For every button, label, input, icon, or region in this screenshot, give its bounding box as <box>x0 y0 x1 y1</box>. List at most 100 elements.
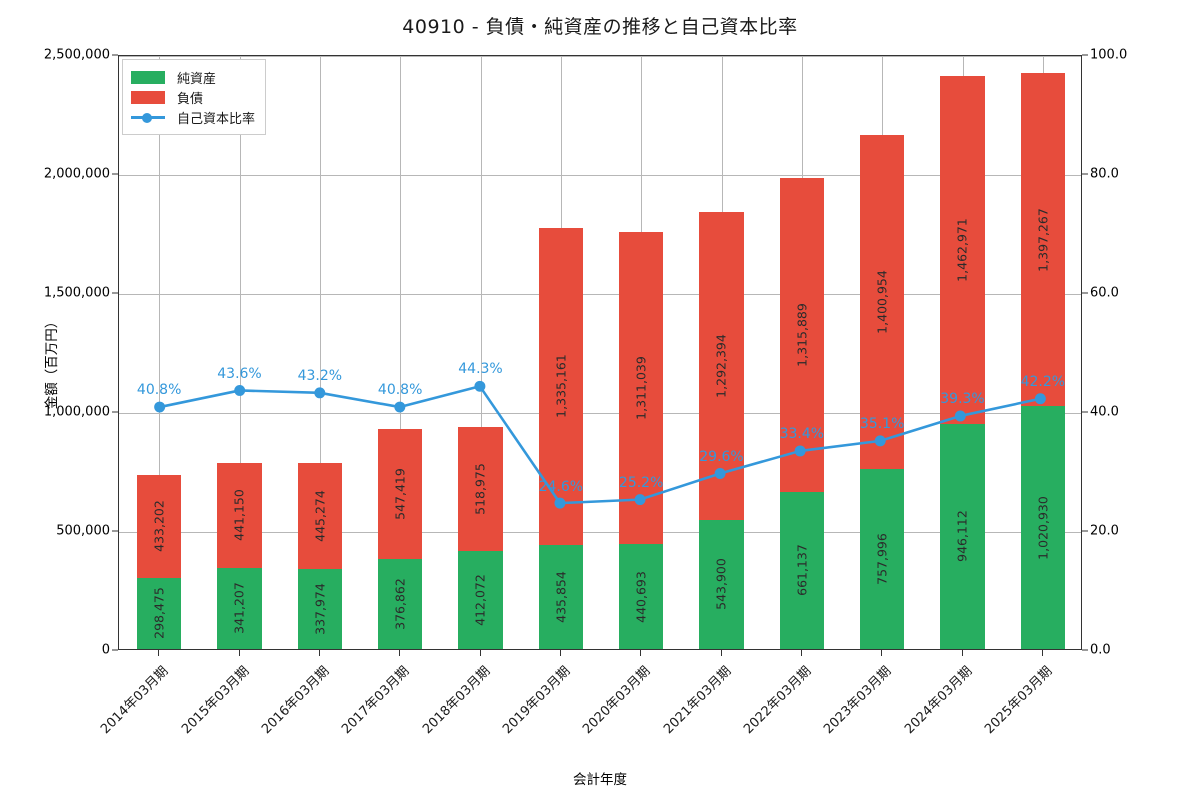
bar-segment-net-assets[interactable]: 543,900 <box>699 519 744 649</box>
legend-item-label: 純資産 <box>177 71 217 87</box>
bar-segment-liabilities[interactable]: 1,462,971 <box>940 75 985 424</box>
x-axis-tick-mark <box>640 650 642 656</box>
y-axis-left-tick-label: 500,000 <box>56 523 110 539</box>
bar-group[interactable]: 757,996 1,400,954 <box>860 54 905 649</box>
bar-segment-net-assets[interactable]: 341,207 <box>217 567 262 649</box>
y-axis-left-tick-mark <box>112 173 118 175</box>
x-axis-tick-mark <box>479 650 481 656</box>
bar-segment-net-assets[interactable]: 946,112 <box>940 423 985 649</box>
y-axis-left-tick-label: 1,000,000 <box>43 404 110 420</box>
gridline-horizontal <box>119 413 1081 414</box>
y-axis-left-tick-label: 2,000,000 <box>43 166 110 182</box>
y-axis-right-tick-label: 40.0 <box>1090 404 1119 420</box>
equity-ratio-point[interactable] <box>394 401 406 413</box>
bar-group[interactable]: 1,020,930 1,397,267 <box>1020 54 1065 649</box>
y-axis-right-tick-mark <box>1082 54 1088 56</box>
equity-ratio-point[interactable] <box>1034 393 1046 405</box>
bar-group[interactable]: 376,862 547,419 <box>378 54 423 649</box>
equity-ratio-point[interactable] <box>234 384 246 396</box>
plot-area: 298,475 433,202 341,207 441,150 337,974 445,2… <box>118 55 1082 650</box>
equity-ratio-point[interactable] <box>474 380 486 392</box>
bar-group[interactable]: 412,072 518,975 <box>458 54 503 649</box>
legend-item[interactable]: 負債 <box>131 87 255 107</box>
gridline-vertical <box>400 56 402 649</box>
y-axis-left-tick-label: 0 <box>101 642 110 658</box>
y-axis-left-tick-mark <box>112 649 118 651</box>
equity-ratio-point[interactable] <box>314 387 326 399</box>
x-axis-tick-mark <box>1041 650 1043 656</box>
ratio-label: 33.4% <box>779 426 825 443</box>
y-axis-right-tick-mark <box>1082 530 1088 532</box>
bar-segment-liabilities[interactable]: 547,419 <box>378 429 423 560</box>
ratio-label: 42.2% <box>1020 373 1066 390</box>
ratio-label: 35.1% <box>859 416 905 433</box>
bar-segment-liabilities[interactable]: 1,335,161 <box>538 227 583 546</box>
gridline-vertical <box>480 56 482 649</box>
equity-ratio-line <box>159 385 1041 505</box>
gridline-horizontal <box>119 175 1081 176</box>
x-axis-tick-mark <box>559 650 561 656</box>
bar-segment-liabilities[interactable]: 433,202 <box>137 474 182 578</box>
gridline-vertical <box>239 56 241 649</box>
gridline-vertical <box>319 56 321 649</box>
bar-segment-liabilities[interactable]: 445,274 <box>297 462 342 569</box>
bar-segment-net-assets[interactable]: 412,072 <box>458 550 503 649</box>
ratio-label: 40.8% <box>136 382 182 399</box>
x-axis-tick-mark <box>720 650 722 656</box>
y-axis-right-tick-mark <box>1082 411 1088 413</box>
bar-group[interactable]: 298,475 433,202 <box>137 54 182 649</box>
y-axis-left-tick-label: 1,500,000 <box>43 285 110 301</box>
bar-group[interactable]: 661,137 1,315,889 <box>779 54 824 649</box>
equity-ratio-point[interactable] <box>554 497 566 509</box>
legend-swatch-icon <box>131 70 165 84</box>
bar-group[interactable]: 440,693 1,311,039 <box>619 54 664 649</box>
x-axis-tick-mark <box>399 650 401 656</box>
bar-segment-liabilities[interactable]: 1,400,954 <box>860 135 905 469</box>
bar-segment-liabilities[interactable]: 441,150 <box>217 462 262 568</box>
y-axis-right-tick-mark <box>1082 292 1088 294</box>
y-axis-right-tick-mark <box>1082 649 1088 651</box>
equity-ratio-point[interactable] <box>954 410 966 422</box>
bar-segment-net-assets[interactable]: 376,862 <box>378 559 423 649</box>
bar-segment-net-assets[interactable]: 298,475 <box>137 577 182 649</box>
bar-segment-liabilities[interactable]: 518,975 <box>458 427 503 551</box>
equity-ratio-point[interactable] <box>874 435 886 447</box>
bar-segment-net-assets[interactable]: 337,974 <box>297 568 342 649</box>
equity-ratio-point[interactable] <box>634 494 646 506</box>
legend-item-label: 負債 <box>177 91 204 107</box>
bar-segment-net-assets[interactable]: 440,693 <box>619 544 664 649</box>
bar-group[interactable]: 435,854 1,335,161 <box>538 54 583 649</box>
bar-segment-net-assets[interactable]: 661,137 <box>779 491 824 649</box>
equity-ratio-point[interactable] <box>714 467 726 479</box>
equity-ratio-point[interactable] <box>154 401 166 413</box>
gridline-horizontal <box>119 294 1081 295</box>
ratio-line-series <box>154 380 1046 509</box>
bar-segment-net-assets[interactable]: 1,020,930 <box>1020 406 1065 649</box>
legend-item[interactable]: 自己資本比率 <box>131 107 255 127</box>
legend-swatch-icon <box>131 90 165 104</box>
bar-segment-liabilities[interactable]: 1,315,889 <box>779 178 824 492</box>
equity-ratio-point[interactable] <box>794 445 806 457</box>
bar-segment-net-assets[interactable]: 435,854 <box>538 545 583 649</box>
y-axis-left-tick-mark <box>112 411 118 413</box>
ratio-label: 24.6% <box>538 478 584 495</box>
legend-item[interactable]: 純資産 <box>131 67 255 87</box>
bar-segment-liabilities[interactable]: 1,397,267 <box>1020 73 1065 407</box>
legend-line-marker-icon <box>131 111 165 124</box>
y-axis-right-tick-label: 80.0 <box>1090 166 1119 182</box>
y-axis-right-tick-label: 60.0 <box>1090 285 1119 301</box>
bar-group[interactable]: 946,112 1,462,971 <box>940 54 985 649</box>
y-axis-right-tick-label: 100.0 <box>1090 47 1128 63</box>
y-axis-left-tick-mark <box>112 54 118 56</box>
bar-segment-net-assets[interactable]: 757,996 <box>860 468 905 649</box>
x-axis-tick-mark <box>800 650 802 656</box>
bar-segment-liabilities[interactable]: 1,311,039 <box>619 232 664 545</box>
y-axis-right-tick-mark <box>1082 173 1088 175</box>
y-axis-left-label: 金額（百万円） <box>44 314 60 410</box>
x-axis-tick-mark <box>158 650 160 656</box>
y-axis-right-tick-label: 20.0 <box>1090 523 1119 539</box>
gridline-vertical <box>159 56 161 649</box>
bar-group[interactable]: 337,974 445,274 <box>297 54 342 649</box>
bar-group[interactable]: 341,207 441,150 <box>217 54 262 649</box>
